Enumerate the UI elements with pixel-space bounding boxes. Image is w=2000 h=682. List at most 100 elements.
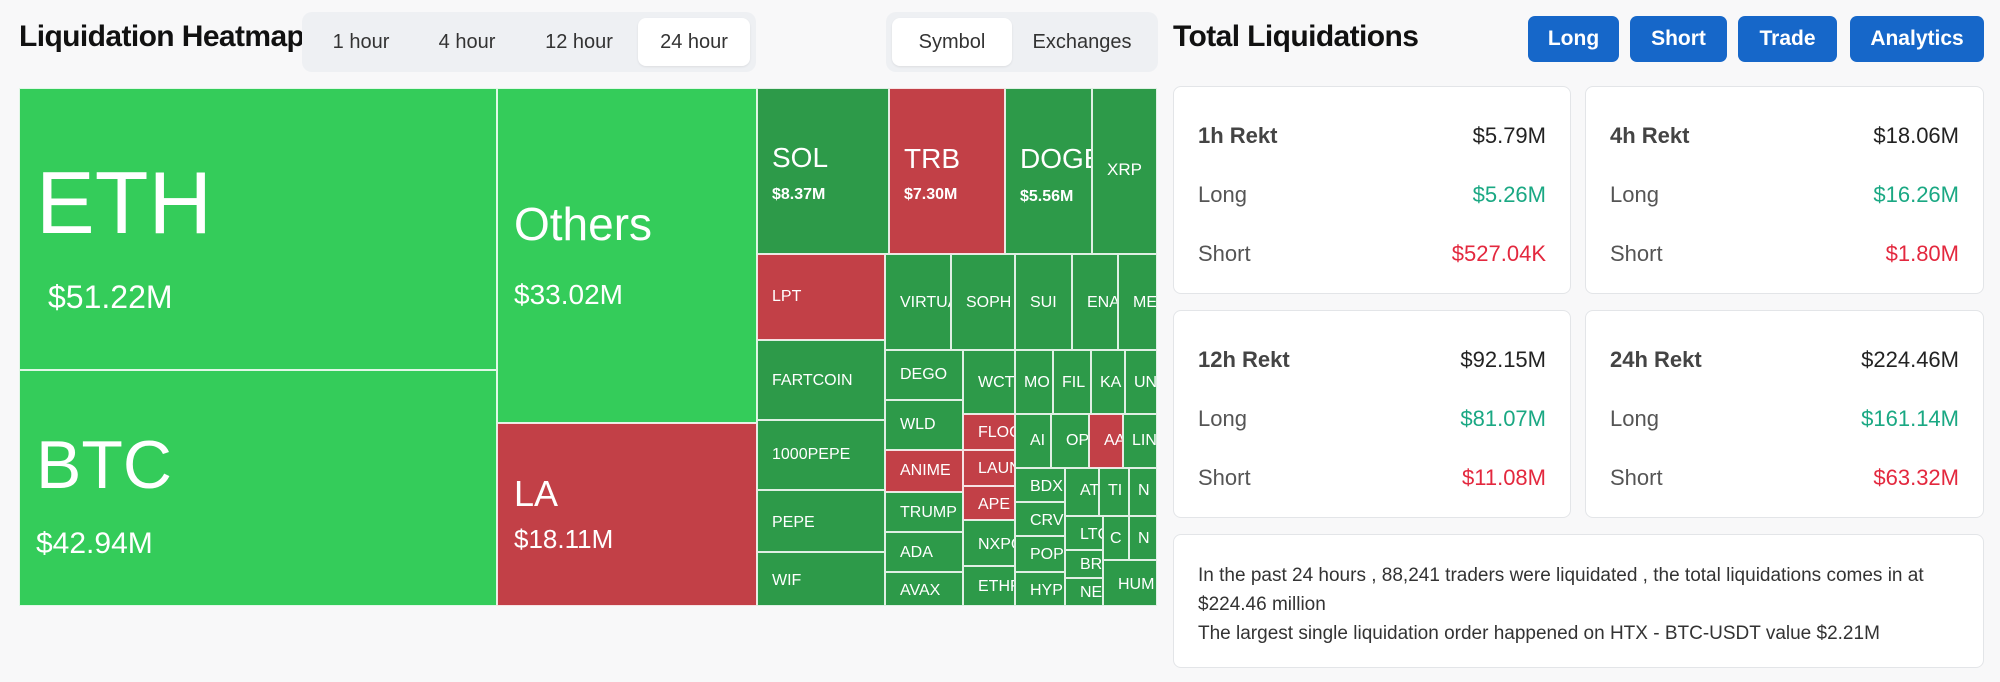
trade-button[interactable]: Trade [1738,16,1837,62]
tile-un[interactable]: UN [1125,350,1157,414]
tile-symbol: Others [514,198,653,250]
tile-symbol: WIF [772,572,802,589]
tile-aa[interactable]: AA [1089,414,1123,468]
tile-trump[interactable]: TRUMP [885,492,963,532]
tile-ada[interactable]: ADA [885,532,963,572]
tile-nea[interactable]: NEA [1065,578,1103,606]
tile-symbol: ME [1133,294,1157,311]
tile-hum[interactable]: HUM [1103,560,1157,606]
tile-symbol: AA [1104,432,1122,449]
summary-line-1: In the past 24 hours , 88,241 traders we… [1198,565,1924,615]
tile-ai[interactable]: AI [1015,414,1051,468]
tile-lin[interactable]: LIN [1123,414,1157,468]
tile-wct[interactable]: WCT [963,350,1015,414]
tab-1-hour[interactable]: 1 hour [332,30,390,53]
period-label: 12h Rekt [1198,347,1290,372]
tile-ape[interactable]: APE [963,486,1015,520]
tile-1000pepe[interactable]: 1000PEPE [757,420,885,490]
tile-symbol: SOL [772,142,829,173]
long-button[interactable]: Long [1528,16,1619,62]
tile-sui[interactable]: SUI [1015,254,1072,350]
tile-avax[interactable]: AVAX [885,572,963,606]
tile-value: $51.22M [48,279,173,315]
tile-op[interactable]: OP [1051,414,1089,468]
tile-trb[interactable]: TRB $7.30M [889,88,1005,254]
tile-sol[interactable]: SOL $8.37M [757,88,889,254]
tile-wif[interactable]: WIF [757,552,885,606]
analytics-button[interactable]: Analytics [1850,16,1984,62]
tile-value: $7.30M [904,186,958,203]
short-label: Short [1610,241,1663,266]
tile-fil[interactable]: FIL [1053,350,1091,414]
tile-bre[interactable]: BRE [1065,550,1103,578]
tile-symbol: FARTCOIN [772,372,853,389]
short-label: Short [1198,241,1251,266]
tile-laun[interactable]: LAUN [963,450,1015,486]
rekt-card-1h: 1h Rekt $5.79M Long $5.26M Short $527.04K [1173,86,1571,294]
tile-wld[interactable]: WLD [885,400,963,450]
tab-24-hour[interactable]: 24 hour [638,18,750,66]
tab-symbol[interactable]: Symbol [892,18,1012,66]
tab-12-hour[interactable]: 12 hour [545,30,613,53]
short-value: $63.32M [1873,465,1959,490]
tile-symbol: LAUN [978,460,1014,477]
tile-la[interactable]: LA $18.11M [497,423,757,606]
tile-ltc[interactable]: LTC [1065,516,1103,550]
tile-crv[interactable]: CRV [1015,502,1065,536]
tile-symbol: HYP [1030,582,1063,599]
tile-symbol: ETHFI [978,578,1014,595]
tile-nxpc[interactable]: NXPC [963,520,1015,566]
tile-ethfi[interactable]: ETHFI [963,566,1015,606]
tile-symbol: FIL [1062,374,1086,391]
tile-symbol: TRB [904,143,960,174]
tile-ena[interactable]: ENA [1072,254,1118,350]
tile-others[interactable]: Others $33.02M [497,88,757,423]
tile-me[interactable]: ME [1118,254,1157,350]
summary-line-2: The largest single liquidation order hap… [1198,623,1880,644]
tile-xrp[interactable]: XRP [1092,88,1157,254]
tile-symbol: POP [1030,546,1064,563]
tile-at[interactable]: AT [1065,468,1099,516]
tile-doge[interactable]: DOGE $5.56M [1005,88,1092,254]
tile-fartcoin[interactable]: FARTCOIN [757,340,885,420]
tile-symbol: AT [1080,482,1099,499]
short-value: $11.08M [1462,465,1546,490]
period-label: 1h Rekt [1198,123,1278,148]
tile-btc[interactable]: BTC $42.94M [19,370,497,606]
liquidation-summary: In the past 24 hours , 88,241 traders we… [1173,534,1984,668]
tile-symbol: TRUMP [900,504,957,521]
tile-mo[interactable]: MO [1015,350,1053,414]
tile-soph[interactable]: SOPH [951,254,1015,350]
tile-value: $8.37M [772,186,826,203]
long-value: $16.26M [1873,182,1959,207]
tile-c[interactable]: C [1103,516,1129,560]
tile-floc[interactable]: FLOC [963,414,1015,450]
tile-dego[interactable]: DEGO [885,350,963,400]
tile-ti[interactable]: TI [1099,468,1129,516]
tile-value: $33.02M [514,279,623,310]
tile-symbol: PEPE [772,514,815,531]
tab-4-hour[interactable]: 4 hour [438,30,496,53]
long-value: $5.26M [1472,182,1546,207]
rekt-card-12h: 12h Rekt $92.15M Long $81.07M Short $11.08M [1173,310,1571,518]
tile-anime[interactable]: ANIME [885,450,963,492]
tile-value: $18.11M [514,524,614,554]
short-button[interactable]: Short [1630,16,1727,62]
tile-pop[interactable]: POP [1015,536,1065,572]
tile-pepe[interactable]: PEPE [757,490,885,552]
tile-n[interactable]: N [1129,516,1157,560]
tile-symbol: LTC [1080,526,1102,543]
tile-virtual[interactable]: VIRTUAL [885,254,951,350]
tile-symbol: CRV [1030,512,1064,529]
period-label: 24h Rekt [1610,347,1702,372]
tile-eth[interactable]: ETH $51.22M [19,88,497,370]
tile-ka[interactable]: KA [1091,350,1125,414]
tile-n[interactable]: N [1129,468,1157,516]
tile-lpt[interactable]: LPT [757,254,885,340]
tile-bdx[interactable]: BDX [1015,468,1065,502]
tab-exchanges[interactable]: Exchanges [1032,30,1132,53]
tile-symbol: ADA [900,544,933,561]
period-total: $5.79M [1472,123,1546,148]
view-tabs: Symbol Exchanges [886,12,1158,72]
tile-hyp[interactable]: HYP [1015,572,1065,606]
